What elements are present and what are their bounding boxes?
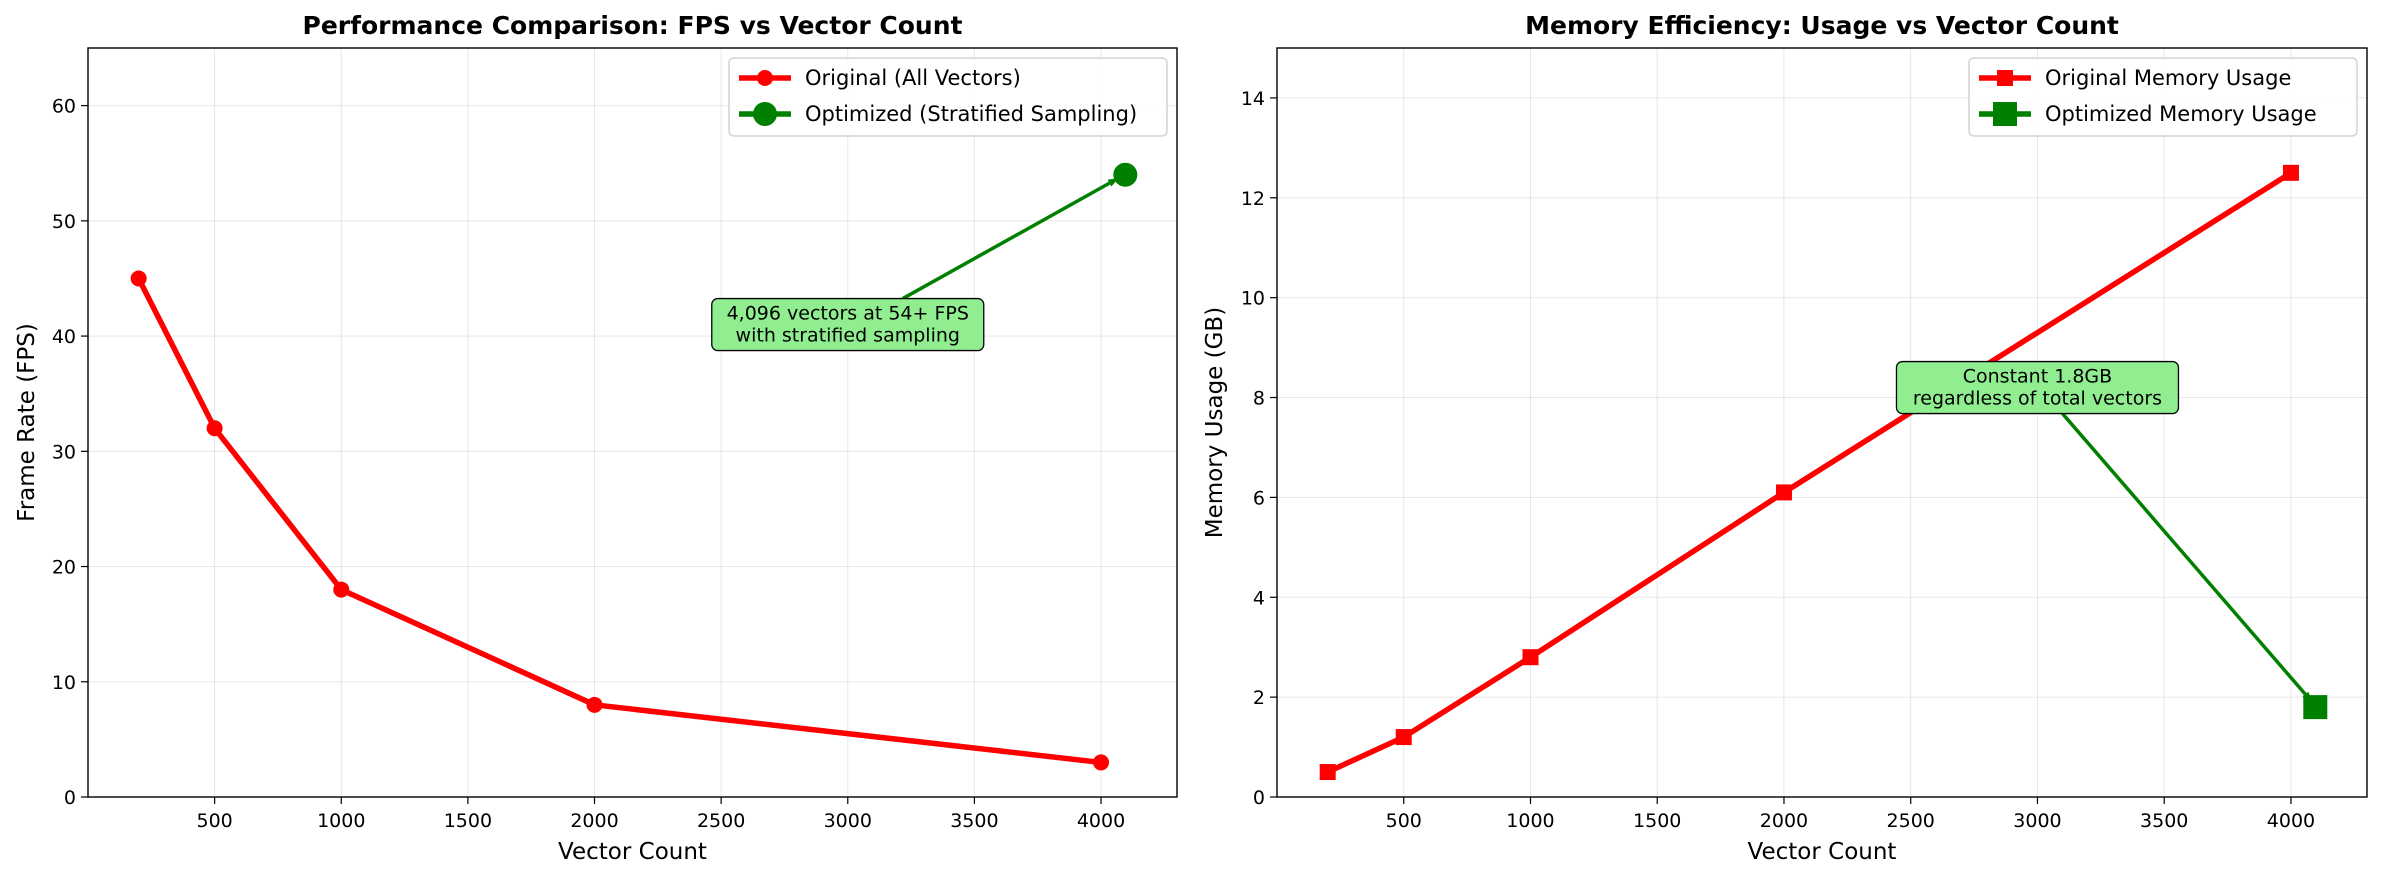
data-point (1113, 162, 1138, 187)
legend-label: Optimized Memory Usage (2045, 102, 2317, 126)
legend-label: Original (All Vectors) (805, 66, 1021, 90)
x-tick-label: 2500 (1887, 810, 1935, 832)
annotation-text: regardless of total vectors (1913, 388, 2162, 410)
x-axis-label: Vector Count (1748, 839, 1897, 865)
y-tick-label: 50 (52, 211, 76, 233)
y-tick-label: 60 (52, 96, 76, 118)
data-point (1319, 764, 1336, 781)
x-tick-label: 3500 (2140, 810, 2188, 832)
y-axis-label: Frame Rate (FPS) (14, 323, 40, 522)
x-tick-label: 3500 (950, 810, 998, 832)
annotation-box (1895, 360, 2180, 415)
x-tick-label: 1500 (1633, 810, 1681, 832)
legend-marker-0 (757, 70, 773, 86)
x-axis-label: Vector Count (558, 839, 707, 865)
x-tick-label: 500 (1386, 810, 1422, 832)
data-point (130, 270, 147, 287)
annotation-box (711, 297, 985, 352)
legend-box (1968, 57, 2358, 137)
x-tick-label: 1000 (1506, 810, 1554, 832)
x-tick-label: 500 (196, 810, 232, 832)
memory-chart-panel: 500 1000 1500 2000 2500 3000 3500 4000 0 2 4 6 8 10 12… (1202, 11, 2368, 865)
annotation-text: with stratified sampling (736, 325, 960, 347)
y-tick-label: 10 (1241, 288, 1265, 310)
chart-title: Memory Efficiency: Usage vs Vector Count (1525, 11, 2119, 40)
y-tick-label: 30 (52, 441, 76, 463)
annotation-arrow (2061, 412, 2313, 703)
chart-title: Performance Comparison: FPS vs Vector Co… (303, 11, 963, 40)
y-tick-label: 40 (52, 326, 76, 348)
annotation-text: Constant 1.8GB (1963, 366, 2112, 388)
data-point (2303, 695, 2328, 720)
y-tick-label: 20 (52, 557, 76, 579)
y-axis-label: Memory Usage (GB) (1202, 307, 1228, 538)
data-point (1395, 729, 1412, 746)
legend-label: Optimized (Stratified Sampling) (805, 102, 1137, 126)
legend-marker-1 (753, 102, 777, 126)
legend-label: Original Memory Usage (2045, 66, 2291, 90)
annotation-arrow (901, 177, 1119, 301)
data-point (1093, 754, 1110, 771)
plot-frame (1276, 47, 2368, 798)
y-tick-label: 12 (1241, 188, 1265, 210)
y-tick-label: 8 (1253, 388, 1265, 410)
legend-marker-0 (1997, 70, 2013, 86)
data-point (1775, 484, 1792, 501)
y-tick-label: 0 (64, 787, 76, 809)
x-tick-label: 4000 (2267, 810, 2315, 832)
fps-chart-panel: 500 1000 1500 2000 2500 3000 3500 4000 0 10 20 30 40… (14, 11, 1178, 865)
y-tick-label: 14 (1241, 88, 1265, 110)
plot-frame (87, 47, 1178, 798)
data-point (1522, 649, 1539, 666)
y-tick-label: 4 (1253, 587, 1265, 609)
series-line-0 (1324, 170, 2294, 775)
x-tick-label: 4000 (1077, 810, 1125, 832)
y-tick-label: 2 (1253, 687, 1265, 709)
x-tick-label: 3000 (2013, 810, 2061, 832)
legend-box (728, 57, 1168, 137)
x-tick-label: 2500 (697, 810, 745, 832)
annotation-text: 4,096 vectors at 54+ FPS (727, 303, 969, 325)
data-point (206, 420, 223, 437)
x-tick-label: 1500 (444, 810, 492, 832)
data-point (333, 581, 350, 598)
x-tick-label: 1000 (317, 810, 365, 832)
y-tick-label: 0 (1253, 787, 1265, 809)
y-tick-label: 6 (1253, 487, 1265, 509)
x-tick-label: 3000 (824, 810, 872, 832)
data-point (586, 696, 603, 713)
y-tick-label: 10 (52, 672, 76, 694)
data-point (2282, 164, 2299, 181)
x-tick-label: 2000 (1760, 810, 1808, 832)
legend-marker-1 (1993, 102, 2017, 126)
x-tick-label: 2000 (570, 810, 618, 832)
